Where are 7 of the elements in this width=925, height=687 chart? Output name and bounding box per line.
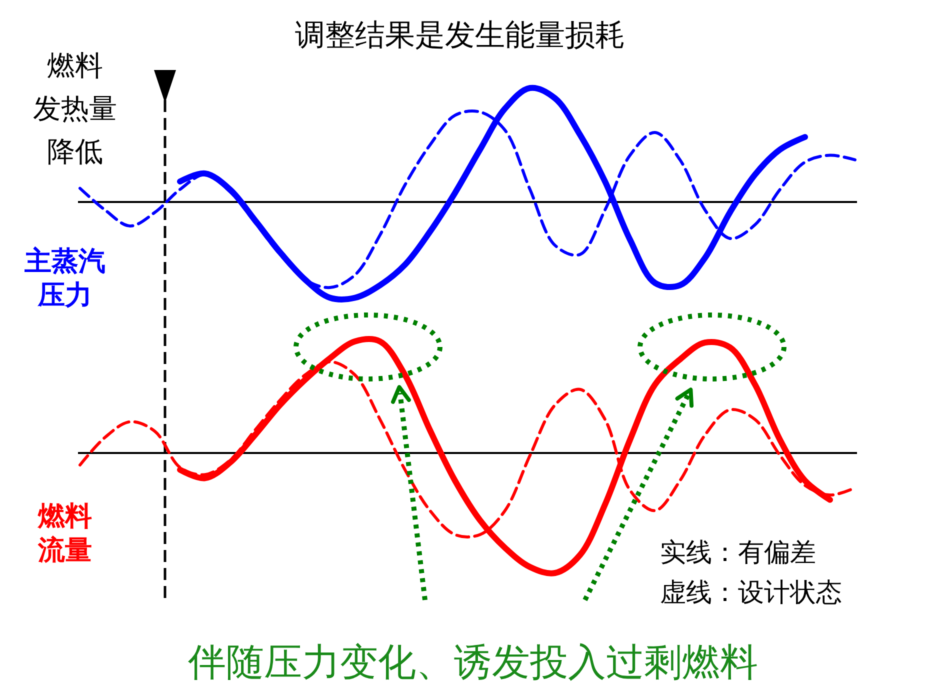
annotation: 实线：有偏差 [660,538,816,568]
annotation: 燃料发热量降低 [33,49,117,168]
text: 虚线：设计状态 [660,578,842,608]
y-axis-title: 主蒸汽压力 [24,246,106,311]
y-axis-title: 燃料流量 [37,501,92,566]
chart-title: 调整结果是发生能量损耗 [295,18,625,53]
text: 伴随压力变化、诱发投入过剩燃料 [188,640,758,684]
